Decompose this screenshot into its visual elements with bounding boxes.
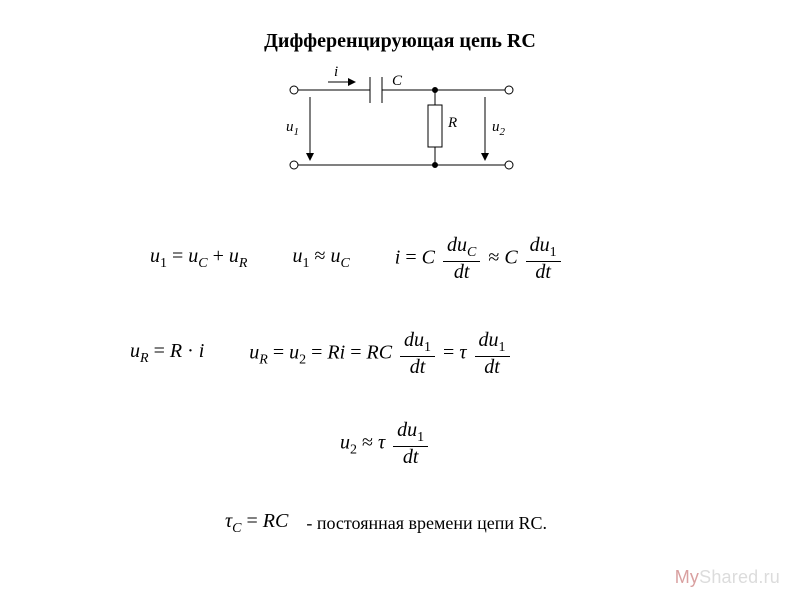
eq-u2-tau-du1: u2 ≈ τ du1 dt <box>340 420 431 468</box>
eq-ur-ri: uR = R · i <box>130 340 204 367</box>
watermark: MyShared.ru <box>675 567 780 588</box>
eq-tau-rc: τC = RC <box>225 510 288 537</box>
page-title: Дифференцирующая цепь RC <box>0 30 800 53</box>
label-c: C <box>392 73 403 89</box>
label-u2: u2 <box>492 119 506 138</box>
equation-row-3: u2 ≈ τ du1 dt <box>340 420 431 468</box>
eq-ur-u2-ri-tau: uR = u2 = Ri = RC du1 dt = τ du1 dt <box>249 330 512 378</box>
rc-circuit-diagram: i C R u1 u2 <box>280 65 530 190</box>
tau-description: - постоянная времени цепи RC. <box>306 513 547 534</box>
equation-row-4: τC = RC - постоянная времени цепи RC. <box>225 510 547 537</box>
eq-u1-approx-uc: u1 ≈ uC <box>292 245 349 272</box>
equation-row-2: uR = R · i uR = u2 = Ri = RC du1 dt = τ … <box>130 330 513 378</box>
label-r: R <box>447 115 457 131</box>
equation-row-1: u1 = uC + uR u1 ≈ uC i = C duC dt ≈ C du… <box>150 235 564 283</box>
eq-i-cduc: i = C duC dt ≈ C du1 dt <box>395 235 564 283</box>
label-i: i <box>334 65 338 80</box>
label-u1: u1 <box>286 119 299 138</box>
eq-u1-sum: u1 = uC + uR <box>150 245 247 272</box>
